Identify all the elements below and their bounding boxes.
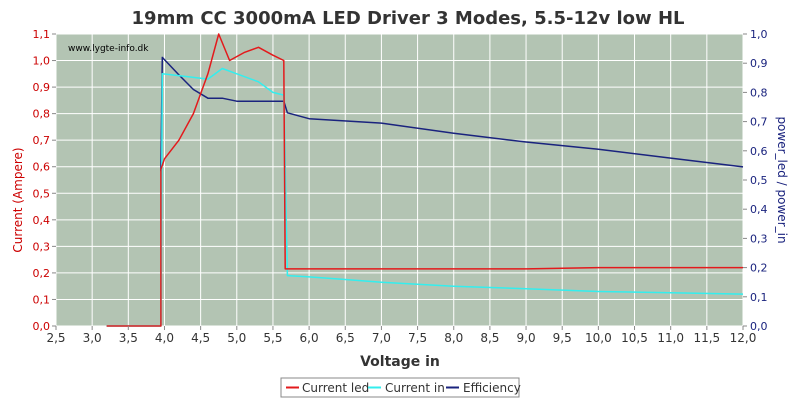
plot-area <box>55 33 744 327</box>
legend-label-current-led: Current led <box>302 381 369 395</box>
y-right-tick-label: 0,9 <box>750 57 768 70</box>
x-tick-label: 9,0 <box>517 331 536 345</box>
series-line-current-led <box>106 33 743 327</box>
y-left-tick-label: 0,1 <box>33 293 51 306</box>
y-right-tick-label: 0,1 <box>750 291 768 304</box>
x-tick-label: 7,5 <box>408 331 427 345</box>
y-right-tick-label: 0,6 <box>750 145 768 158</box>
y-left-axis-label: Current (Ampere) <box>11 147 25 252</box>
x-tick-label: 4,5 <box>191 331 210 345</box>
grid <box>55 33 744 327</box>
chart-title: 19mm CC 3000mA LED Driver 3 Modes, 5.5-1… <box>132 8 685 29</box>
x-axis-ticks: 2,5 3,0 3,5 4,0 4,5 5,0 5,5 6,0 6,5 7,0 7,5 8,0 8,5 9… <box>46 326 756 345</box>
y-right-tick-label: 0,2 <box>750 262 768 275</box>
legend: Current led Current in Efficiency <box>280 377 521 398</box>
y-right-tick-label: 0,5 <box>750 174 768 187</box>
y-left-tick-label: 1,0 <box>33 55 51 68</box>
y-right-tick-label: 0,7 <box>750 116 768 129</box>
y-left-tick-label: 0,3 <box>33 240 51 253</box>
x-tick-label: 12,0 <box>730 331 757 345</box>
x-tick-label: 8,5 <box>480 331 499 345</box>
y-left-tick-label: 1,1 <box>33 28 51 41</box>
x-tick-label: 4,0 <box>155 331 174 345</box>
y-left-tick-label: 0,0 <box>33 320 51 333</box>
x-tick-label: 3,5 <box>119 331 138 345</box>
x-axis-label: Voltage in <box>360 354 440 370</box>
x-tick-label: 5,5 <box>263 331 282 345</box>
y-left-tick-label: 0,8 <box>33 108 51 121</box>
x-tick-label: 3,0 <box>83 331 102 345</box>
x-tick-label: 10,0 <box>585 331 612 345</box>
y-right-tick-label: 0,8 <box>750 86 768 99</box>
y-left-tick-label: 0,2 <box>33 267 51 280</box>
x-tick-label: 6,0 <box>300 331 319 345</box>
legend-label-current-in: Current in <box>385 381 445 395</box>
y-right-axis-ticks: 0,0 0,1 0,2 0,3 0,4 0,5 0,6 0,7 0,8 0,9 1,0 <box>743 28 768 333</box>
x-tick-label: 10,5 <box>621 331 648 345</box>
x-tick-label: 5,0 <box>227 331 246 345</box>
watermark: www.lygte-info.dk <box>68 44 149 54</box>
y-right-axis-label: power_led / power_in <box>775 116 789 243</box>
y-left-tick-label: 0,6 <box>33 161 51 174</box>
legend-box <box>280 377 520 398</box>
y-right-tick-label: 0,0 <box>750 320 768 333</box>
x-tick-label: 6,5 <box>336 331 355 345</box>
x-tick-label: 7,0 <box>372 331 391 345</box>
x-tick-label: 9,5 <box>553 331 572 345</box>
y-left-tick-label: 0,9 <box>33 81 51 94</box>
x-tick-label: 2,5 <box>46 331 65 345</box>
x-tick-label: 11,5 <box>693 331 720 345</box>
y-left-tick-label: 0,5 <box>33 187 51 200</box>
y-right-tick-label: 0,3 <box>750 232 768 245</box>
legend-label-efficiency: Efficiency <box>463 381 521 395</box>
y-left-tick-label: 0,7 <box>33 134 51 147</box>
x-tick-label: 11,0 <box>657 331 684 345</box>
series-layer <box>106 33 744 327</box>
y-left-tick-label: 0,4 <box>33 214 51 227</box>
y-right-tick-label: 0,4 <box>750 203 768 216</box>
x-tick-label: 8,0 <box>444 331 463 345</box>
y-right-tick-label: 1,0 <box>750 28 768 41</box>
y-left-axis-ticks: 0,0 0,1 0,2 0,3 0,4 0,5 0,6 0,7 0,8 0,9 1,0 1,1 <box>33 28 56 333</box>
